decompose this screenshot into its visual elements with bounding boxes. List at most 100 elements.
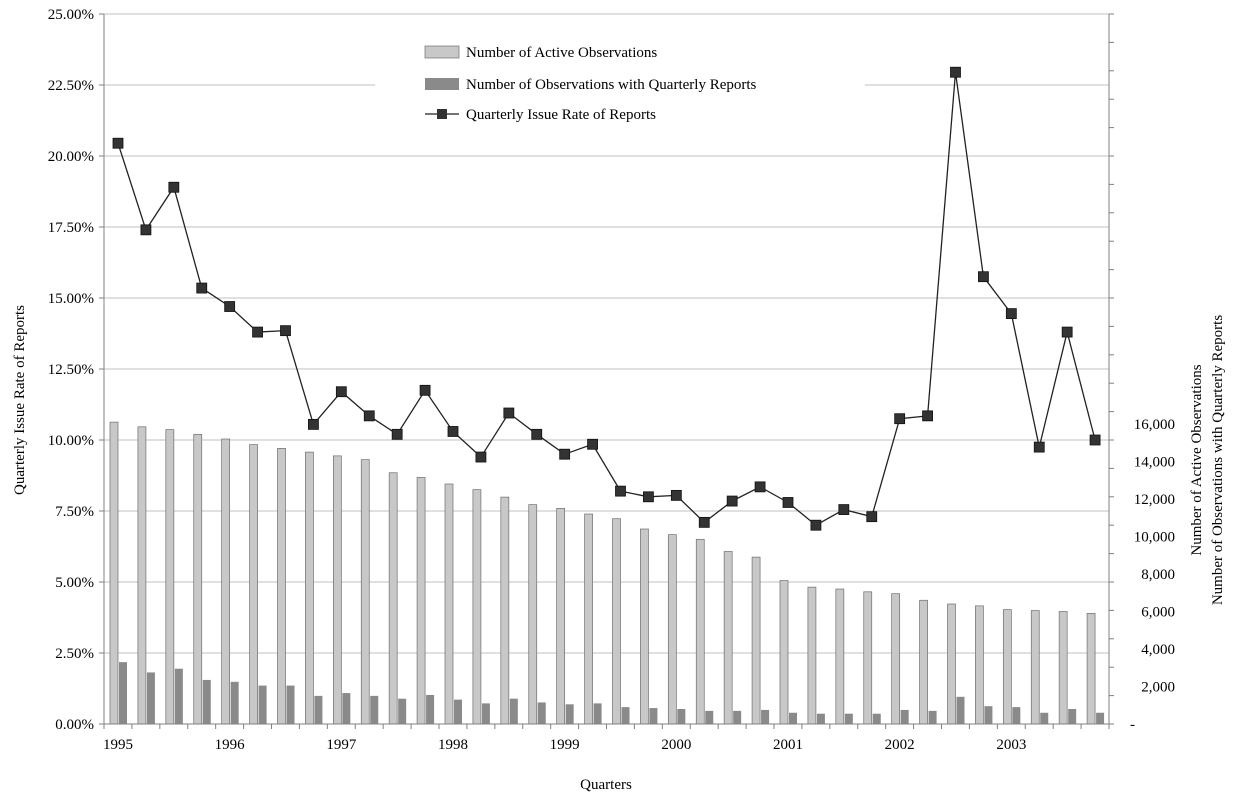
- bar-quarterly-reports: [426, 694, 435, 724]
- y-right-tick-label: 10,000: [1134, 530, 1175, 546]
- x-tick-label: 2001: [773, 737, 803, 753]
- y-left-tick-label: 12.50%: [48, 362, 94, 378]
- y-right-tick-label: 12,000: [1134, 492, 1175, 508]
- issue-rate-point: [308, 418, 319, 430]
- issue-rate-point: [726, 495, 738, 507]
- y-right-tick-label: 4,000: [1141, 642, 1175, 658]
- issue-rate-line: [117, 72, 1096, 526]
- bar-active-observations: [1058, 611, 1068, 725]
- bar-active-observations: [332, 455, 342, 725]
- y-axis-left-title: Quarterly Issue Rate of Reports: [12, 305, 28, 495]
- bar-quarterly-reports: [342, 693, 351, 724]
- issue-rate-point: [391, 428, 403, 440]
- issue-rate-point: [670, 489, 682, 501]
- y-right-tick-label: 6,000: [1141, 605, 1175, 621]
- bar-quarterly-reports: [481, 703, 490, 724]
- bar-active-observations: [751, 556, 761, 725]
- bar-active-observations: [1030, 610, 1040, 725]
- bar-active-observations: [221, 438, 231, 725]
- issue-rate-point: [559, 448, 571, 460]
- bar-active-observations: [500, 496, 510, 725]
- y-right-tick-label: 8,000: [1141, 567, 1175, 583]
- bar-active-observations: [1086, 613, 1096, 725]
- legend-label: Quarterly Issue Rate of Reports: [466, 107, 656, 123]
- bar-active-observations: [947, 603, 956, 725]
- x-tick-label: 1995: [103, 737, 133, 753]
- axes-group: 0.00% 2.50% 5.00% 7.50% 10.00% 12.50% 15.00% 17…: [48, 7, 1175, 753]
- issue-rate-point: [1089, 434, 1101, 446]
- x-tick-label: 1998: [438, 737, 468, 753]
- bar-quarterly-reports: [733, 710, 742, 724]
- issue-rate-point: [643, 491, 654, 503]
- bar-active-observations: [360, 459, 370, 725]
- legend-swatch: [424, 45, 460, 59]
- bar-quarterly-reports: [509, 698, 518, 724]
- bar-quarterly-reports: [174, 668, 183, 724]
- bar-active-observations: [807, 586, 817, 725]
- issue-rate-point: [838, 504, 850, 515]
- bar-quarterly-reports: [761, 709, 770, 724]
- x-tick-label: 2000: [661, 737, 691, 753]
- issue-rate-point: [866, 511, 878, 523]
- y-left-tick-label: 17.50%: [48, 220, 94, 236]
- issue-rate-point: [1033, 441, 1045, 453]
- y-right-tick-label: 2,000: [1141, 680, 1175, 696]
- issue-rate-point: [531, 428, 543, 440]
- bar-quarterly-reports: [649, 708, 658, 724]
- bar-quarterly-reports: [593, 703, 602, 724]
- issue-rate-point: [196, 282, 208, 294]
- bar-quarterly-reports: [537, 702, 546, 724]
- y-axis-right-title-1: Number of Active Observations: [1189, 364, 1205, 555]
- y-left-tick-label: 2.50%: [55, 646, 94, 662]
- bar-active-observations: [723, 551, 733, 725]
- bar-quarterly-reports: [286, 685, 295, 724]
- bar-active-observations: [277, 448, 286, 725]
- bar-active-observations: [863, 591, 873, 725]
- bar-active-observations: [640, 528, 649, 725]
- y-right-tick-label: -: [1130, 717, 1135, 733]
- bar-quarterly-reports: [230, 681, 239, 724]
- y-left-tick-label: 0.00%: [55, 717, 94, 733]
- bar-active-observations: [388, 472, 398, 725]
- bar-quarterly-reports: [816, 713, 825, 724]
- issue-rate-point: [363, 410, 375, 422]
- x-tick-label: 1996: [215, 737, 246, 753]
- bar-active-observations: [556, 508, 566, 725]
- legend-label: Number of Observations with Quarterly Re…: [466, 77, 757, 93]
- issue-rate-point: [782, 497, 794, 508]
- bar-active-observations: [528, 504, 538, 725]
- bar-active-observations: [305, 451, 314, 725]
- bar-active-observations: [891, 593, 901, 725]
- issue-rate-point: [698, 516, 710, 528]
- bar-active-observations: [472, 489, 482, 725]
- bar-quarterly-reports: [370, 695, 379, 724]
- bar-quarterly-reports: [844, 713, 853, 724]
- bar-active-observations: [416, 477, 426, 725]
- bar-active-observations: [584, 513, 593, 725]
- issue-rate-point: [754, 481, 766, 493]
- y-axis-right-title-2: Number of Observations with Quarterly Re…: [1210, 315, 1226, 606]
- bar-active-observations: [137, 426, 147, 725]
- bar-active-observations: [779, 580, 789, 725]
- issue-rate-point: [503, 407, 515, 419]
- bar-quarterly-reports: [1068, 709, 1077, 724]
- bar-active-observations: [444, 483, 454, 725]
- x-tick-label: 2002: [885, 737, 915, 753]
- bar-active-observations: [193, 433, 203, 725]
- issue-rate-point: [280, 325, 291, 337]
- issue-rate-point: [894, 413, 906, 425]
- bar-active-observations: [1002, 609, 1012, 725]
- line-series-group: [112, 66, 1101, 531]
- issue-rate-point: [922, 410, 933, 422]
- bar-quarterly-reports: [398, 698, 407, 724]
- x-tick-label: 1997: [326, 737, 357, 753]
- bar-quarterly-reports: [705, 710, 714, 724]
- bar-quarterly-reports: [119, 662, 127, 724]
- issue-rate-point: [112, 137, 124, 149]
- bar-active-observations: [667, 534, 677, 725]
- issue-rate-point: [140, 224, 152, 236]
- bar-active-observations: [835, 588, 845, 725]
- bar-quarterly-reports: [454, 699, 462, 724]
